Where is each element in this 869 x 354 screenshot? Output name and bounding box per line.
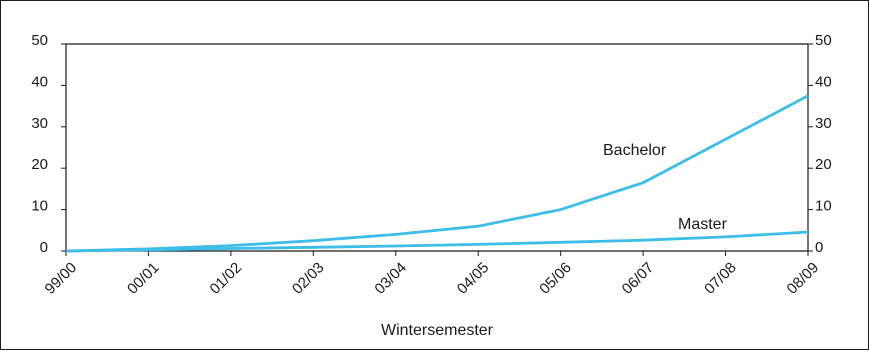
x-axis-title: Wintersemester	[381, 322, 494, 339]
y-tick-label-right: 30	[815, 115, 832, 132]
series-label-bachelor: Bachelor	[603, 142, 667, 159]
x-tick-label: 05/06	[536, 259, 575, 298]
x-tick-label: 07/08	[701, 259, 740, 298]
y-tick-label-right: 50	[815, 32, 832, 49]
x-tick-label: 99/00	[42, 259, 81, 298]
y-tick-label-left: 50	[31, 32, 48, 49]
y-tick-label-left: 30	[31, 115, 48, 132]
y-tick-labels-left: 0 10 20 30 40 50	[31, 32, 66, 256]
x-tick-label: 01/02	[207, 259, 246, 298]
x-tick-label: 06/07	[619, 259, 658, 298]
series-line-master	[65, 230, 809, 253]
x-tick-label: 00/01	[124, 259, 163, 298]
y-tick-labels-right: 0 10 20 30 40 50	[808, 32, 832, 256]
x-tick-label: 08/09	[784, 259, 823, 298]
x-tick-labels: 99/00 00/01 01/02 02/03 03/04 04/05 05/06 06/07…	[42, 251, 823, 298]
series-label-master: Master	[678, 216, 728, 233]
y-tick-label-right: 0	[815, 239, 823, 256]
y-tick-label-right: 40	[815, 73, 832, 90]
x-tick-label: 03/04	[371, 259, 410, 298]
y-tick-label-left: 20	[31, 156, 48, 173]
x-tick-label: 04/05	[454, 259, 493, 298]
x-tick-label: 02/03	[289, 259, 328, 298]
series-line-bachelor	[65, 94, 809, 253]
y-tick-label-left: 10	[31, 198, 48, 215]
y-tick-label-left: 0	[40, 239, 48, 256]
y-tick-label-right: 20	[815, 156, 832, 173]
series-lines	[65, 94, 809, 253]
y-tick-label-left: 40	[31, 73, 48, 90]
y-tick-label-right: 10	[815, 198, 832, 215]
